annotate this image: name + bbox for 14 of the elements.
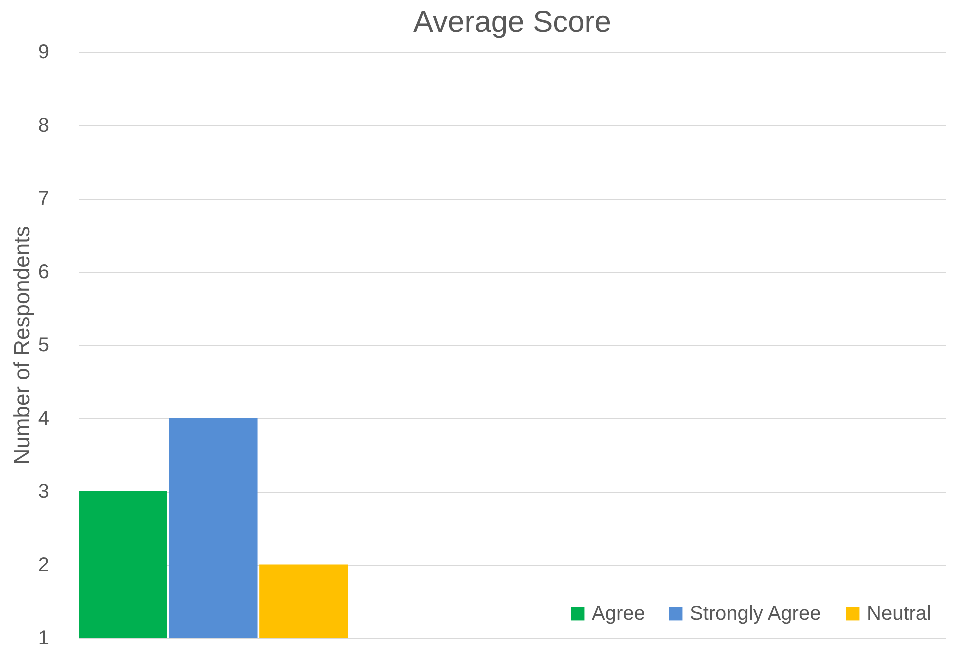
legend-label: Agree [592,603,646,625]
legend-label: Neutral [867,603,932,625]
y-tick-label: 7 [38,188,50,210]
y-tick-label: 8 [38,114,50,137]
y-tick-label: 5 [38,334,50,356]
y-tick-label: 1 [38,628,50,650]
y-tick-label: 9 [38,42,50,64]
y-tick-label: 4 [38,408,50,430]
y-tick-label: 2 [38,554,50,576]
y-tick-label: 6 [38,261,50,284]
y-tick-label: 3 [38,481,50,503]
text: Average Score [414,6,612,39]
legend-label: Strongly Agree [690,603,822,625]
y-axis-title: Number of Respondents [9,226,34,465]
